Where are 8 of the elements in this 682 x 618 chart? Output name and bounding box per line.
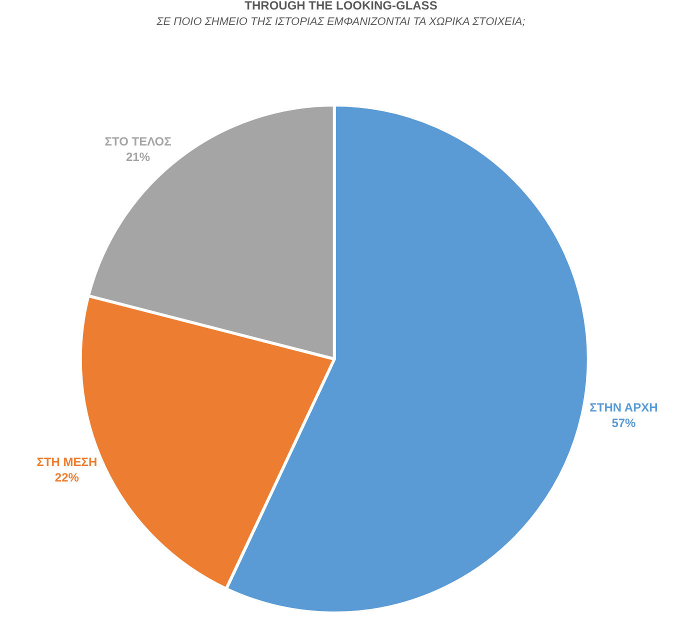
data-label: 22%: [54, 470, 80, 485]
slice-label: ΣΤΗ ΜΕΣΗ: [36, 455, 98, 470]
slice-label: ΣΤΟ ΤΕΛΟΣ: [104, 134, 172, 148]
data-label: 21%: [126, 150, 150, 164]
chart-title: THROUGH THE LOOKING-GLASS: [244, 0, 438, 12]
slice-label: ΣΤΗΝ ΑΡΧΗ: [590, 400, 658, 414]
data-label: 57%: [612, 416, 636, 430]
chart-subtitle: ΣΕ ΠΟΙΟ ΣΗΜΕΙΟ ΤΗΣ ΙΣΤΟΡΙΑΣ ΕΜΦΑΝΙΖΟΝΤΑΙ ΤΑ ΧΩΡΙΚΑ ΣΤΟΙΧΕΙΑ;: [156, 16, 526, 28]
